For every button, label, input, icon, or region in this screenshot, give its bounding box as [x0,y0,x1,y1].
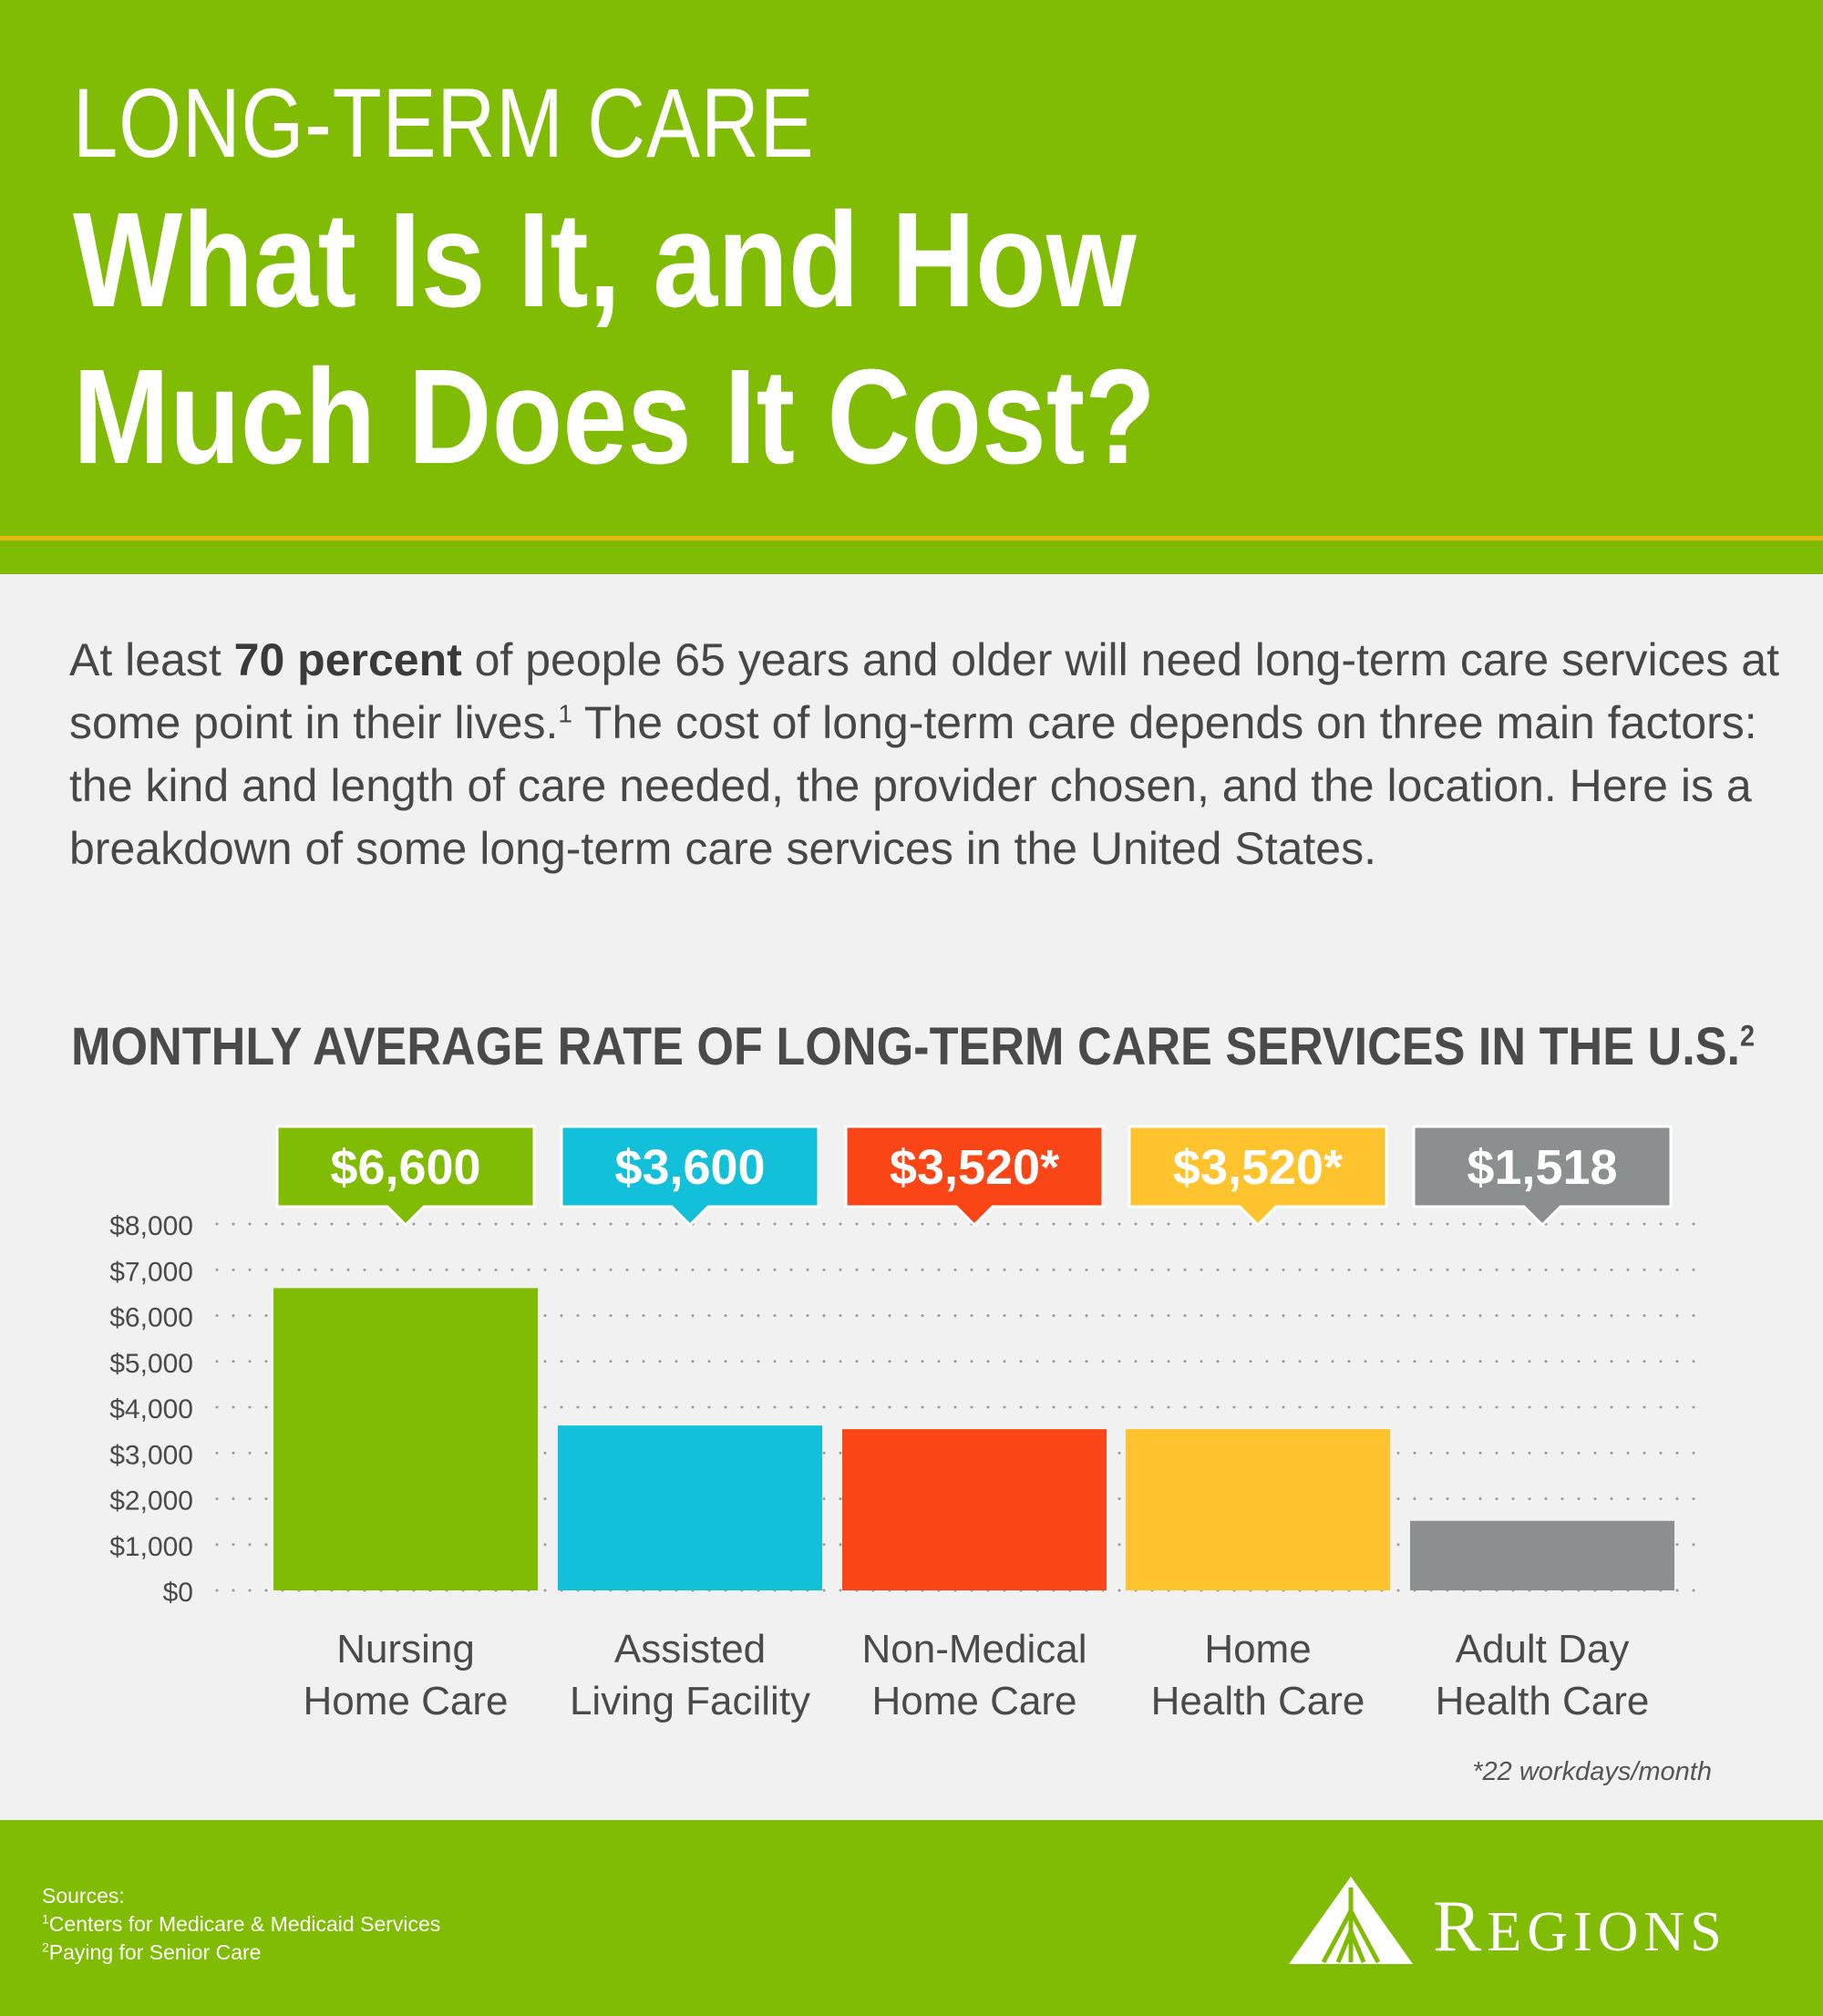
y-tick-label: $0 [163,1578,193,1608]
chart-title-text: MONTHLY AVERAGE RATE OF LONG-TERM CARE S… [71,1017,1741,1076]
y-tick-label: $3,000 [109,1440,193,1470]
category-label: Health Care [1436,1679,1650,1723]
source-item-2: 2Paying for Senior Care [42,1939,440,1967]
value-callout [1128,1125,1388,1228]
data-label: $3,520* [890,1140,1059,1195]
regions-triangle-logo-icon [1289,1877,1413,1964]
regions-wordmark: REGIONS [1433,1886,1727,1969]
category-label: Health Care [1151,1679,1365,1723]
value-callout [844,1125,1105,1228]
header-divider [0,536,1823,540]
chart-footnote: *22 workdays/month [1472,1757,1712,1786]
intro-highlight: 70 percent [233,634,462,685]
source-2-number: 2 [42,1939,49,1955]
headline-line-1: What Is It, and How [73,185,1137,335]
y-tick-label: $2,000 [109,1486,193,1517]
y-tick-label: $8,000 [109,1211,193,1241]
y-tick-label: $6,000 [109,1303,193,1333]
source-1-number: 1 [42,1911,49,1927]
intro-footnote-ref: 1 [558,699,572,728]
intro-text-3: The cost of long-term care depends on th… [69,697,1757,874]
category-label: Assisted [614,1627,766,1671]
data-label: $6,600 [330,1140,480,1195]
sources-label: Sources: [42,1884,125,1908]
bar [842,1429,1107,1590]
chart-title: MONTHLY AVERAGE RATE OF LONG-TERM CARE S… [71,1016,1755,1077]
kicker-title: LONG-TERM CARE [73,67,815,178]
category-label: Home [1204,1627,1311,1671]
y-tick-label: $7,000 [109,1257,193,1287]
footer-banner: Sources: 1Centers for Medicare & Medicai… [0,1820,1823,2016]
y-tick-label: $5,000 [109,1349,193,1379]
intro-paragraph: At least 70 percent of people 65 years a… [69,629,1783,880]
source-1-text: Centers for Medicare & Medicaid Services [48,1912,441,1936]
category-label: Adult Day [1456,1627,1630,1671]
y-tick-label: $4,000 [109,1394,193,1425]
bar [273,1288,538,1590]
category-label: Nursing [336,1627,475,1671]
bar [1410,1520,1674,1590]
bar [1126,1429,1390,1590]
bar [558,1425,822,1590]
wordmark-rest: EGIONS [1487,1901,1727,1963]
y-tick-label: $1,000 [109,1532,193,1562]
headline: What Is It, and How Much Does It Cost? [73,182,1156,496]
data-label: $1,518 [1467,1140,1617,1195]
intro-text-2: of people 65 years and older will need l… [69,634,1779,748]
header-banner: LONG-TERM CARE What Is It, and How Much … [0,0,1823,574]
data-label: $3,600 [614,1140,765,1195]
sources-list: Sources: 1Centers for Medicare & Medicai… [42,1882,440,1967]
category-label: Living Facility [570,1679,810,1723]
value-callout [275,1125,536,1228]
intro-text-1: At least [69,634,234,685]
category-label: Home Care [872,1679,1077,1723]
category-label: Home Care [304,1679,509,1723]
source-item-1: 1Centers for Medicare & Medicaid Service… [42,1910,440,1939]
wordmark-initial: R [1433,1887,1488,1967]
value-callout [560,1125,820,1228]
data-label: $3,520* [1173,1140,1343,1195]
category-label: Non-Medical [862,1627,1087,1671]
value-callout [1412,1125,1673,1228]
source-2-text: Paying for Senior Care [48,1940,262,1964]
bar-chart: $0 $1,000 $2,000 $3,000 $4,000 $5,000 $6,000 $7… [109,1125,1711,1723]
headline-line-2: Much Does It Cost? [73,342,1156,492]
chart-title-footnote-ref: 2 [1740,1019,1756,1053]
